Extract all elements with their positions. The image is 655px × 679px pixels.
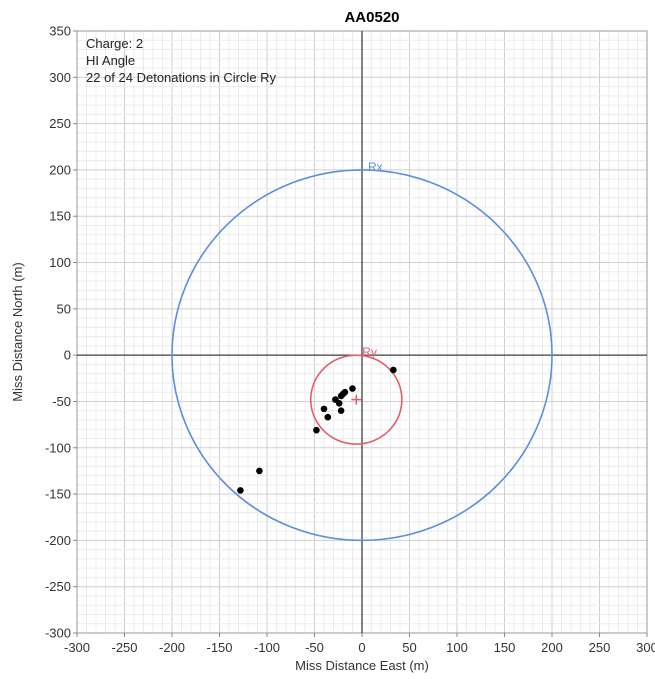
detonation-points — [237, 366, 397, 494]
detonation-point — [337, 407, 345, 415]
y-tick-label: -300 — [45, 626, 71, 641]
x-tick-label: 0 — [358, 640, 365, 655]
detonation-point — [390, 366, 397, 374]
x-tick-label: -250 — [111, 640, 137, 655]
y-tick-label: -50 — [52, 394, 71, 409]
y-tick-label: 300 — [49, 70, 71, 85]
x-tick-label: -300 — [64, 640, 90, 655]
y-tick-label: -200 — [45, 533, 71, 548]
y-tick-labels: -300 -250 -200 -150 -100 -50 0 50 100 150 200 250 30… — [45, 24, 77, 641]
y-tick-label: 50 — [57, 301, 71, 316]
y-tick-label: 100 — [49, 255, 71, 270]
x-tick-labels: -300 -250 -200 -150 -100 -50 0 50 100 150 200 250 30… — [64, 633, 655, 655]
x-tick-label: -100 — [254, 640, 280, 655]
x-tick-label: 300 — [636, 640, 655, 655]
x-tick-label: 50 — [402, 640, 416, 655]
annotation-angle: HI Angle — [86, 53, 135, 68]
annotation-charge: Charge: 2 — [86, 36, 143, 51]
detonation-point — [237, 487, 244, 494]
circle-ry — [309, 354, 403, 445]
x-tick-label: 200 — [541, 640, 563, 655]
y-tick-label: 200 — [49, 162, 71, 177]
detonation-point — [337, 392, 345, 400]
x-axis-title: Miss Distance East (m) — [295, 658, 429, 673]
annotation-detonations: 22 of 24 Detonations in Circle Ry — [86, 70, 277, 85]
x-tick-label: -150 — [206, 640, 232, 655]
y-tick-label: -250 — [45, 579, 71, 594]
y-tick-label: 150 — [49, 209, 71, 224]
x-tick-label: 100 — [446, 640, 468, 655]
detonation-point — [324, 413, 332, 421]
circles: Rx Ry — [171, 160, 553, 542]
y-tick-label: 350 — [49, 24, 71, 39]
y-tick-label: -150 — [45, 487, 71, 502]
y-axis-title: Miss Distance North (m) — [10, 262, 25, 401]
x-tick-label: 150 — [494, 640, 516, 655]
x-tick-label: -200 — [159, 640, 185, 655]
x-tick-label: 250 — [589, 640, 611, 655]
y-tick-label: 0 — [64, 348, 71, 363]
circle-rx-label: Rx — [368, 160, 383, 174]
y-tick-label: 250 — [49, 116, 71, 131]
detonation-point — [335, 400, 343, 407]
detonation-point — [320, 405, 328, 413]
detonation-point — [349, 385, 356, 392]
y-tick-label: -100 — [45, 440, 71, 455]
circle-ry-label: Ry — [362, 345, 377, 359]
x-tick-label: -50 — [305, 640, 324, 655]
circle-rx — [171, 169, 553, 542]
detonation-point — [256, 467, 263, 475]
chart-title: AA0520 — [344, 9, 399, 26]
detonation-point — [313, 426, 320, 434]
